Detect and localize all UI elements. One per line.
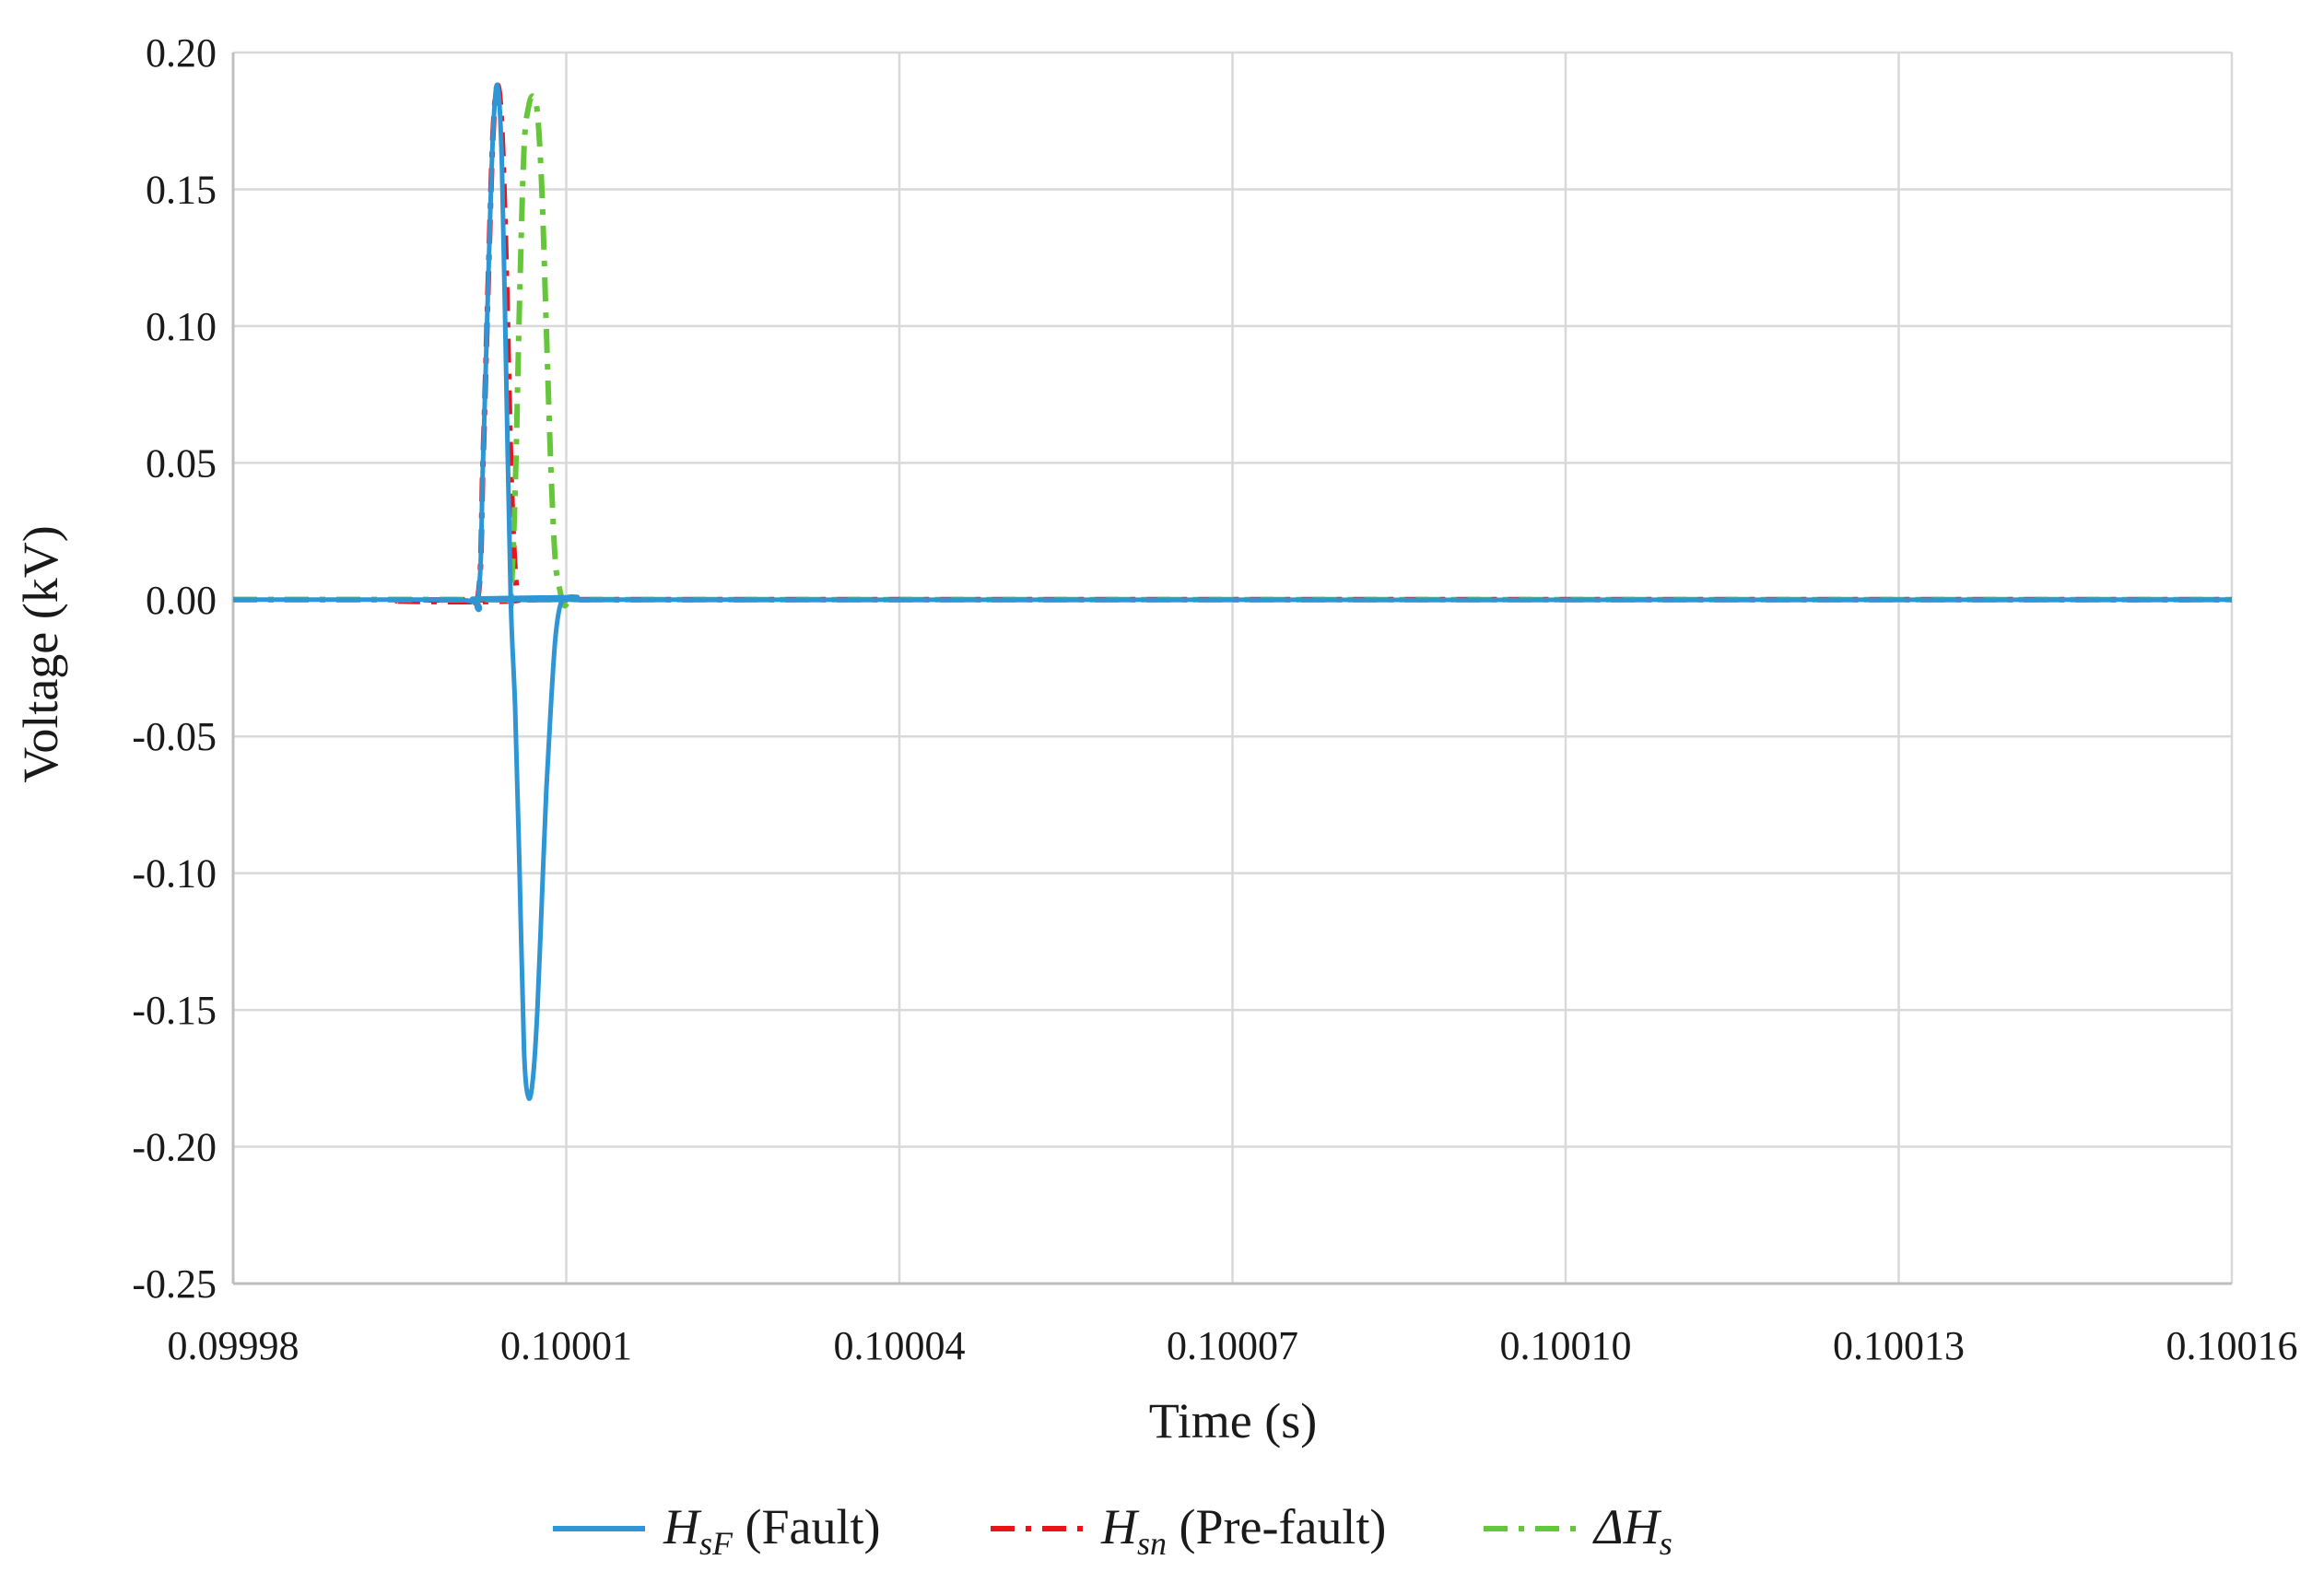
legend-description: (Pre-fault)	[1167, 1499, 1386, 1554]
legend-label-prefault: Hsn (Pre-fault)	[1100, 1499, 1386, 1562]
y-tick-label: 0.20	[146, 30, 217, 76]
legend-symbol: H	[663, 1499, 702, 1554]
x-tick-label: 0.10010	[1500, 1323, 1632, 1368]
x-tick-label: 0.09998	[168, 1323, 299, 1368]
y-tick-label: -0.05	[132, 714, 217, 759]
x-tick-labels: 0.09998 0.10001 0.10004 0.10007 0.10010 0.100…	[168, 1323, 2298, 1368]
x-axis-label: Time (s)	[1149, 1393, 1318, 1448]
y-tick-label: 0.00	[146, 578, 217, 623]
legend-label-fault: HsF (Fault)	[663, 1499, 880, 1562]
x-tick-label: 0.10007	[1167, 1323, 1298, 1368]
y-tick-label: -0.25	[132, 1261, 217, 1307]
legend-subscript: sn	[1137, 1525, 1167, 1562]
y-tick-label: 0.10	[146, 304, 217, 349]
y-axis-label: Voltage (kV)	[13, 525, 68, 782]
legend-subscript: s	[1660, 1525, 1673, 1562]
x-tick-label: 0.10016	[2166, 1323, 2298, 1368]
y-tick-label: 0.05	[146, 440, 217, 486]
y-tick-label: -0.15	[132, 988, 217, 1033]
y-tick-labels: 0.20 0.15 0.10 0.05 0.00 -0.05 -0.10 -0.15 -0.20…	[132, 30, 217, 1307]
legend-symbol: H	[1100, 1499, 1140, 1554]
x-tick-label: 0.10004	[834, 1323, 966, 1368]
legend-symbol: ΔH	[1592, 1499, 1662, 1554]
legend-label-delta: ΔHs	[1592, 1499, 1673, 1562]
x-tick-label: 0.10013	[1833, 1323, 1965, 1368]
x-tick-label: 0.10001	[500, 1323, 632, 1368]
y-tick-label: -0.20	[132, 1125, 217, 1170]
y-tick-label: 0.15	[146, 167, 217, 212]
axes	[231, 53, 2232, 1285]
series-layer	[233, 82, 2233, 1101]
series-line-fault	[233, 82, 2233, 1101]
legend: HsF (Fault) Hsn (Pre-fault) ΔHs	[553, 1499, 1673, 1562]
y-tick-label: -0.10	[132, 851, 217, 897]
legend-subscript: sF	[699, 1525, 734, 1562]
legend-description: (Fault)	[733, 1499, 880, 1554]
